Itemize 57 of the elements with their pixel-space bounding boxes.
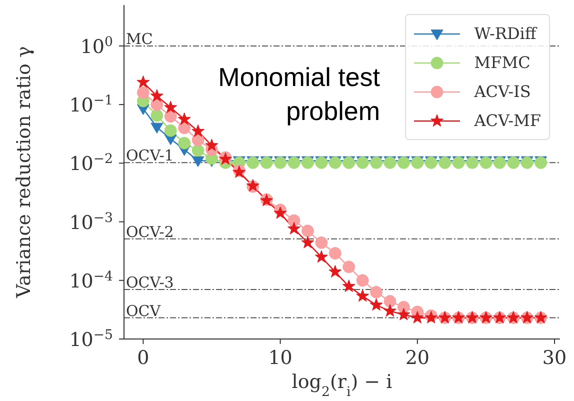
y-tick-label: 10$^{−1}$ [69, 93, 113, 117]
x-tick-label: 20 [405, 347, 430, 369]
point [136, 86, 150, 99]
point [164, 100, 178, 114]
y-tick-label: 10$^{−3}$ [69, 210, 113, 234]
point [383, 304, 397, 317]
annotation: Monomial test problem [217, 61, 380, 128]
point [356, 289, 370, 302]
point [178, 112, 191, 125]
point [164, 110, 177, 123]
legend-label: MFMC [474, 53, 530, 72]
point [192, 156, 204, 168]
point [314, 250, 328, 263]
point [301, 224, 314, 238]
y-tick-label: 10$^{−4}$ [69, 268, 113, 292]
point [192, 134, 204, 146]
point [192, 124, 205, 137]
ref-line-label: OCV [126, 302, 162, 320]
point [397, 308, 410, 320]
point [328, 264, 342, 278]
y-axis-title: Variance reduction ratio γ [13, 46, 35, 299]
ref-line-label: OCV-3 [126, 273, 174, 292]
point [328, 247, 342, 260]
point [410, 310, 424, 324]
y-tick-label: 10$^{0}$ [80, 34, 113, 58]
point [315, 236, 328, 249]
point [342, 280, 356, 292]
legend-label: ACV-IS [474, 82, 531, 101]
legend-label: ACV-MF [474, 111, 541, 130]
ref-line-label: MC [126, 30, 153, 48]
x-tick-label: 0 [137, 347, 150, 369]
point [205, 138, 218, 152]
point [178, 122, 191, 134]
point [150, 122, 164, 134]
point [150, 109, 164, 122]
x-axis-title: log$_{2}$(r$_{i}$) − i [292, 371, 392, 400]
point [136, 75, 150, 88]
point [164, 124, 177, 137]
point [274, 206, 287, 219]
point [287, 222, 301, 234]
ref-line-label: OCV-1 [126, 146, 174, 165]
point [178, 136, 191, 150]
x-tick-label: 30 [542, 347, 567, 369]
point [192, 144, 204, 157]
point [150, 89, 164, 102]
y-tick-label: 10$^{−2}$ [69, 152, 113, 176]
legend-label: W-RDiff [474, 24, 536, 43]
ref-line-label: OCV-2 [126, 222, 174, 241]
y-tick-label: 10$^{−5}$ [69, 328, 113, 351]
point [384, 295, 396, 308]
point [301, 236, 314, 248]
point [288, 214, 300, 227]
x-tick-label: 10 [268, 347, 292, 369]
point [370, 286, 383, 298]
point [370, 298, 383, 311]
point [356, 274, 369, 287]
point [342, 260, 356, 274]
